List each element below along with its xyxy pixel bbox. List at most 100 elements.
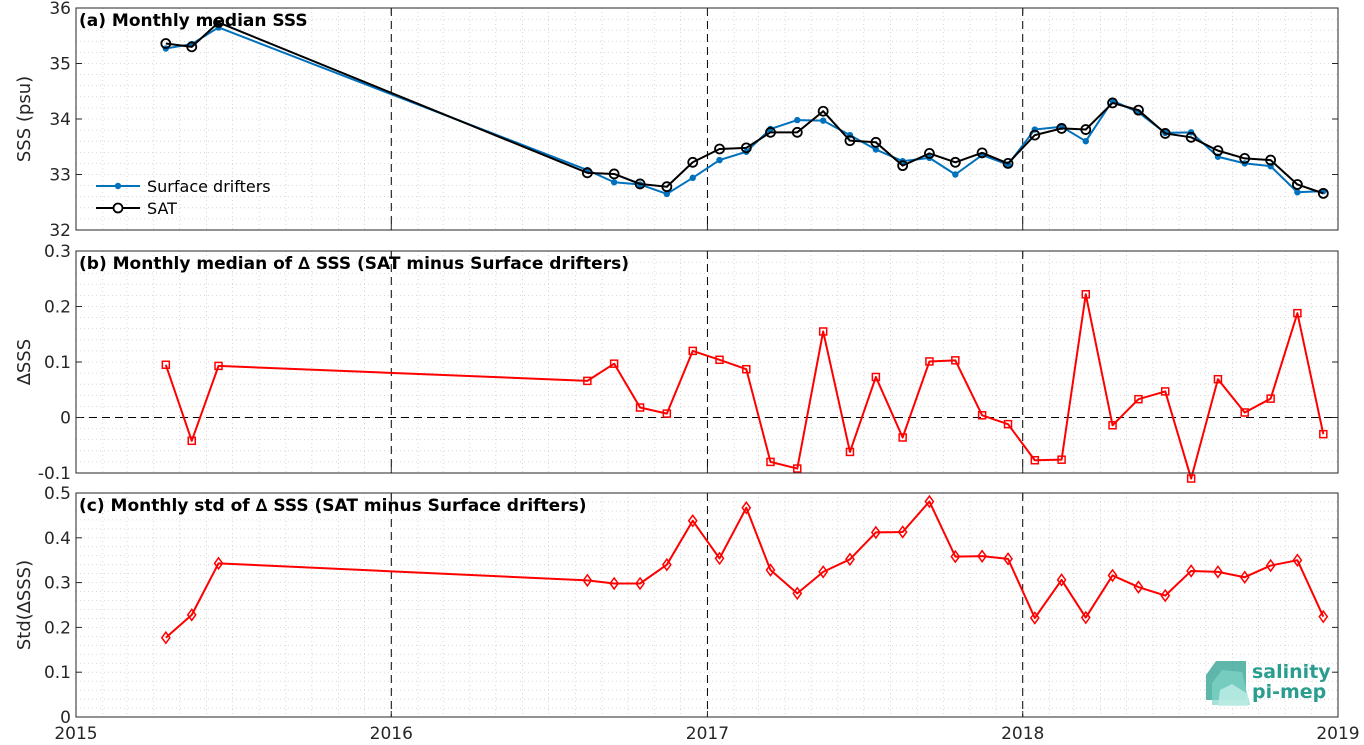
data-point-delta-sss [661, 557, 672, 572]
data-point-sat [897, 160, 909, 172]
data-point-sat [1002, 157, 1014, 169]
data-point-sat [1107, 97, 1118, 109]
data-point-delta-sss [1265, 558, 1276, 573]
data-point-delta-sss [870, 525, 881, 540]
data-point-sat [1265, 154, 1277, 166]
series-line-delta-sss [164, 293, 1325, 480]
data-point-sat [1292, 179, 1303, 190]
data-point-surface-drifters [610, 179, 618, 186]
logo-text-line2: pi-mep [1252, 681, 1326, 703]
data-point-surface-drifters [794, 116, 801, 124]
data-point-surface-drifters [716, 156, 723, 164]
data-point-sat [740, 142, 752, 154]
y-tick-label: 35 [49, 55, 71, 75]
y-tick-label: 0.1 [44, 663, 71, 683]
data-point-delta-sss [688, 346, 697, 356]
data-point-surface-drifters [1294, 189, 1301, 196]
data-point-delta-sss [950, 549, 961, 564]
data-point-delta-sss [951, 356, 960, 365]
data-point-delta-sss [582, 573, 593, 588]
data-point-surface-drifters [872, 146, 880, 153]
data-point-delta-sss [766, 457, 775, 467]
data-point-delta-sss [1108, 421, 1117, 430]
panel-a: 32 33 34 35 36 (a) Monthly median SSS SSS (p… [14, 0, 1339, 241]
data-point-delta-sss [871, 372, 881, 382]
data-point-surface-drifters [689, 174, 696, 182]
legend: Surface drifters SAT [96, 177, 271, 218]
salinity-pi-mep-logo: salinity pi-mep [1206, 661, 1331, 706]
data-point-delta-sss [161, 360, 171, 370]
data-point-surface-drifters [952, 171, 959, 178]
data-point-delta-sss [818, 565, 829, 579]
panel-title: (a) Monthly median SSS [79, 11, 308, 31]
y-tick-label: 36 [49, 0, 71, 19]
data-point-delta-sss [1160, 588, 1171, 603]
data-point-delta-sss [1081, 290, 1091, 299]
data-point-delta-sss [609, 359, 619, 368]
data-point-delta-sss [1029, 611, 1040, 625]
x-tick-label: 2017 [686, 724, 729, 744]
data-point-sat [186, 41, 198, 53]
data-point-sat [1080, 124, 1092, 135]
data-point-delta-sss [1292, 553, 1303, 567]
data-point-delta-sss [1003, 419, 1013, 429]
data-point-sat [213, 17, 224, 28]
data-point-delta-sss [1293, 308, 1302, 318]
y-tick-label: 0.4 [44, 529, 71, 549]
y-tick-label: 0.2 [44, 298, 71, 318]
data-point-sat [976, 147, 988, 159]
data-point-sat [1133, 104, 1144, 116]
y-tick-label: 34 [49, 110, 71, 130]
data-point-delta-sss [213, 556, 224, 571]
y-tick-label: 32 [49, 221, 71, 241]
data-point-sat [844, 135, 856, 147]
data-point-sat [1185, 131, 1197, 143]
data-point-delta-sss [687, 514, 698, 528]
data-point-delta-sss [845, 447, 855, 457]
data-point-delta-sss [741, 501, 752, 515]
data-point-sat [1159, 128, 1171, 139]
data-point-surface-drifters [1082, 138, 1089, 145]
y-tick-label: 33 [49, 166, 71, 186]
panel-title: (c) Monthly std of ∆ SSS (SAT minus Surf… [79, 496, 586, 516]
y-axis-label: Std(∆SSS) [14, 560, 35, 650]
legend-label-surface-drifters: Surface drifters [147, 177, 271, 196]
panel-c: 0 0.1 0.2 0.3 0.4 0.5 2015 2016 2017 2018 2019 (c)… [14, 484, 1360, 744]
data-point-sat [1239, 153, 1251, 164]
x-tick-label: 2018 [1001, 724, 1044, 744]
panel-title: (b) Monthly median of ∆ SSS (SAT minus S… [79, 254, 629, 274]
legend-label-sat: SAT [147, 199, 177, 218]
logo-text-line1: salinity [1252, 661, 1331, 683]
data-point-delta-sss [635, 576, 645, 591]
data-point-delta-sss [714, 551, 725, 566]
data-point-delta-sss [792, 586, 803, 601]
data-point-delta-sss [662, 409, 672, 418]
y-axis-label: SSS (psu) [14, 76, 35, 162]
x-tick-label: 2016 [370, 724, 413, 744]
x-tick-label: 2019 [1316, 724, 1359, 744]
data-point-delta-sss [583, 376, 592, 386]
data-point-delta-sss [715, 355, 724, 365]
data-point-sat [714, 143, 725, 155]
y-tick-label: 0.5 [44, 484, 71, 504]
data-point-sat [581, 167, 593, 179]
data-point-sat [791, 126, 803, 138]
data-point-sat [661, 181, 673, 193]
y-axis-label: ∆SSS [14, 339, 35, 386]
series-line-delta-sss [165, 500, 1325, 639]
data-point-sat [160, 38, 172, 49]
data-point-delta-sss [977, 411, 987, 420]
y-tick-label: 0.3 [44, 242, 71, 262]
data-point-sat [1056, 123, 1067, 134]
data-point-delta-sss [1134, 394, 1143, 404]
data-point-sat [634, 178, 646, 190]
data-point-delta-sss [1213, 565, 1223, 579]
data-point-delta-sss [1057, 455, 1066, 464]
data-point-delta-sss [1056, 573, 1067, 587]
data-point-sat [1212, 145, 1224, 157]
data-point-delta-sss [818, 327, 828, 336]
y-tick-label: 0 [60, 409, 71, 429]
data-point-delta-sss [214, 361, 223, 371]
data-point-delta-sss [1266, 394, 1275, 403]
